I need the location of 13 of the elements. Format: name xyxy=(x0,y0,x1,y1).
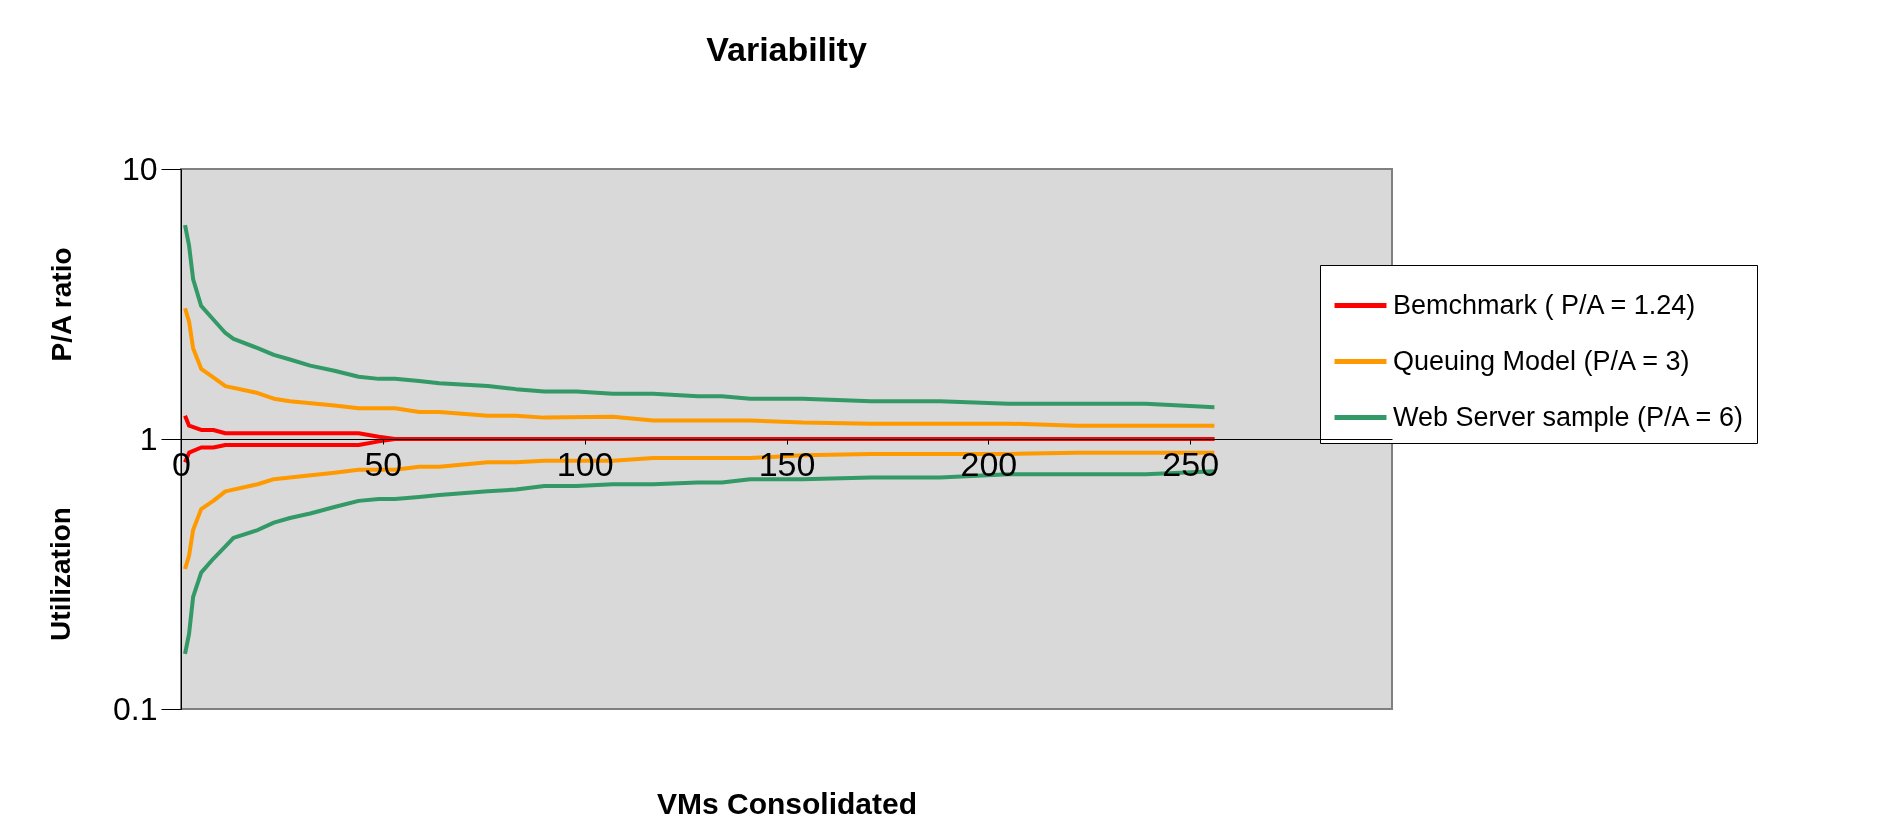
y-axis-title: P/A ratio xyxy=(45,247,77,362)
chart-title: Variability xyxy=(706,30,867,68)
text: Utilization xyxy=(45,507,76,641)
line-series xyxy=(183,223,1217,410)
line-series xyxy=(183,306,1217,428)
y-tick-label: 1 xyxy=(139,420,158,457)
y-tick-label: 10 xyxy=(121,150,158,187)
y-tick-label: 0.1 xyxy=(113,690,158,727)
x-axis-title: VMs Consolidated xyxy=(656,786,918,820)
legend-label: Queuing Model (P/A = 3) xyxy=(1393,345,1690,376)
legend-label: Bemchmark ( P/A = 1.24) xyxy=(1393,289,1696,320)
legend-label: Web Server sample (P/A = 6) xyxy=(1393,401,1743,432)
x-tick-label: 200 xyxy=(960,444,1018,483)
